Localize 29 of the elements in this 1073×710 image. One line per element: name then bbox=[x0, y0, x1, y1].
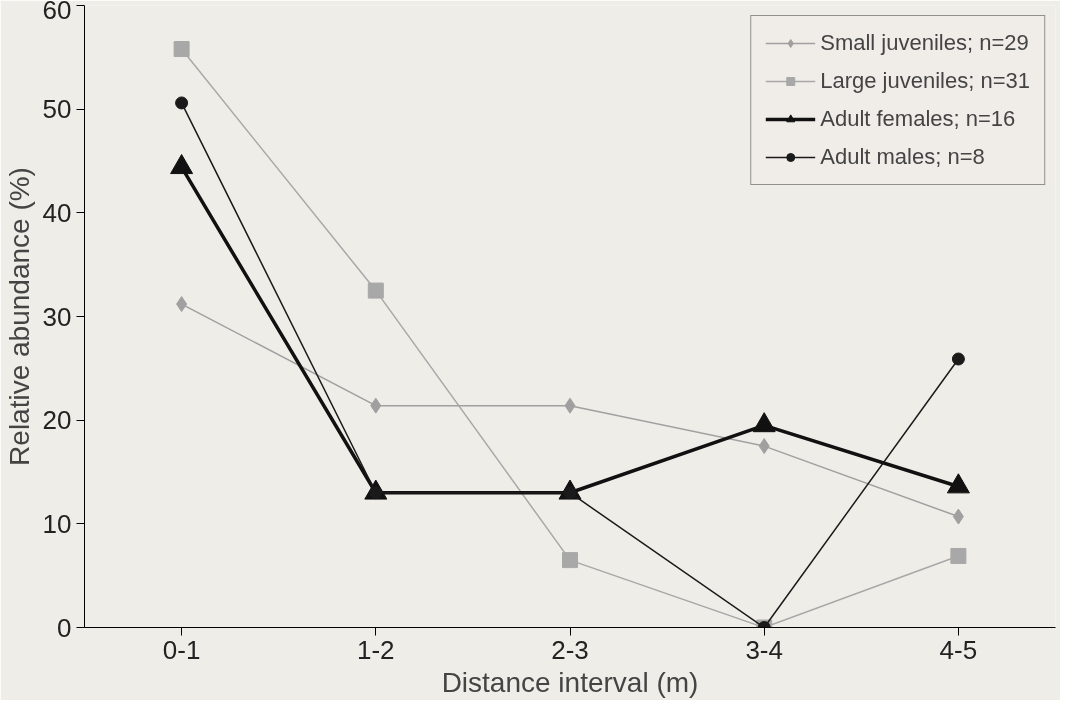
x-axis-title: Distance interval (m) bbox=[441, 666, 699, 698]
point bbox=[564, 397, 576, 414]
point bbox=[173, 41, 190, 58]
y-tick-label: 50 bbox=[42, 94, 72, 125]
y-tick-label: 40 bbox=[42, 197, 72, 228]
x-tick-label: 2-3 bbox=[551, 634, 589, 665]
y-tick-label: 20 bbox=[42, 405, 72, 436]
y-tick-label: 0 bbox=[57, 612, 72, 643]
x-tick-label: 0-1 bbox=[162, 634, 201, 665]
x-tick-label: 3-4 bbox=[745, 634, 783, 665]
point bbox=[175, 96, 189, 110]
y-tick-label: 60 bbox=[42, 0, 72, 25]
y-tick-label: 10 bbox=[42, 508, 72, 539]
x-tick-label: 1-2 bbox=[357, 634, 395, 665]
y-axis-title: Relative abundance (%) bbox=[3, 167, 35, 466]
point bbox=[952, 508, 964, 525]
legend-label: Small juveniles; n=29 bbox=[820, 30, 1029, 56]
point bbox=[758, 438, 770, 455]
x-tick-label: 4-5 bbox=[939, 634, 978, 665]
point bbox=[367, 282, 384, 299]
point bbox=[951, 352, 965, 366]
point bbox=[176, 296, 188, 313]
point bbox=[562, 552, 578, 569]
legend-label: Large juveniles; n=31 bbox=[820, 68, 1030, 94]
legend-label: Adult males; n=8 bbox=[820, 144, 985, 170]
y-tick-label: 30 bbox=[42, 301, 72, 332]
point bbox=[370, 397, 382, 414]
point bbox=[950, 547, 967, 564]
legend-label: Adult females; n=16 bbox=[820, 106, 1016, 132]
